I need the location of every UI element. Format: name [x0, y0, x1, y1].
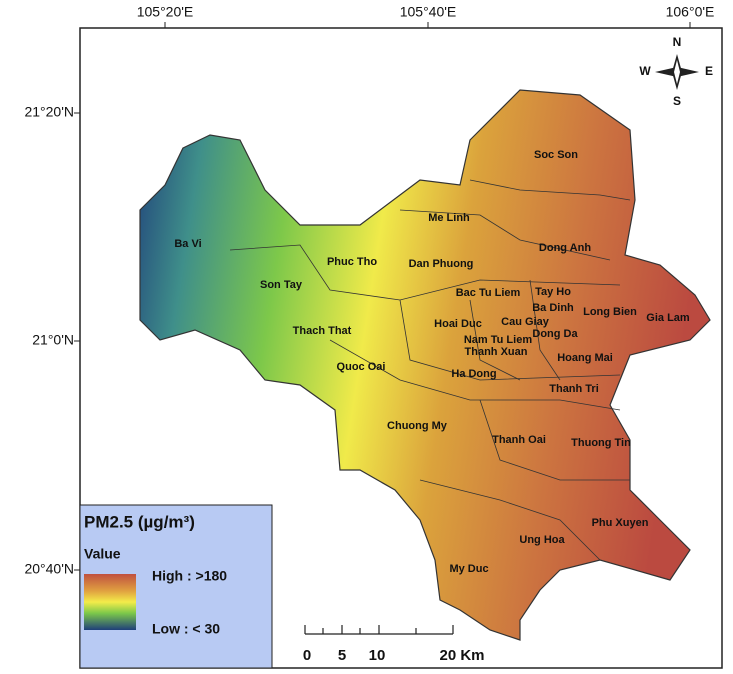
- compass-n: N: [673, 35, 682, 49]
- district-label: Thuong Tin: [571, 437, 631, 449]
- district-label: Me Linh: [428, 212, 470, 224]
- scale-labels: 0 5 10 20 Km: [303, 647, 485, 664]
- district-label: Hoai Duc: [434, 318, 482, 330]
- scale-label: 10: [369, 647, 386, 664]
- scale-bar: [304, 625, 454, 635]
- compass-s: S: [673, 94, 681, 108]
- district-label: Tay Ho: [535, 286, 571, 298]
- district-label: Thach That: [293, 325, 352, 337]
- legend-subtitle: Value: [84, 546, 121, 562]
- lon-label: 106°0'E: [666, 4, 715, 20]
- district-label: Dan Phuong: [409, 258, 474, 270]
- district-label: Phu Xuyen: [592, 517, 649, 529]
- district-label: Thanh Xuan: [465, 346, 528, 358]
- scale-label: 0: [303, 647, 311, 664]
- legend-ramp: [84, 574, 136, 630]
- district-label: Nam Tu Liem: [464, 334, 532, 346]
- district-label: Cau Giay: [501, 316, 550, 328]
- district-label: Soc Son: [534, 149, 578, 161]
- district-label: Bac Tu Liem: [456, 287, 521, 299]
- district-label: Thanh Tri: [549, 383, 599, 395]
- district-label: Hoang Mai: [557, 352, 613, 364]
- district-label: Gia Lam: [646, 312, 690, 324]
- district-label: Chuong My: [387, 420, 448, 432]
- legend-low: Low : < 30: [152, 621, 220, 637]
- district-label: Dong Da: [532, 328, 578, 340]
- district-label: My Duc: [449, 563, 488, 575]
- scale-label: 5: [338, 647, 346, 664]
- longitude-labels: 105°20'E 105°40'E 106°0'E: [137, 4, 715, 28]
- district-label: Quoc Oai: [337, 361, 386, 373]
- latitude-labels: 21°20'N 21°0'N 20°40'N: [24, 104, 80, 577]
- district-label: Ha Dong: [451, 368, 496, 380]
- legend: PM2.5 (µg/m³) Value High : >180 Low : < …: [79, 504, 273, 669]
- district-label: Ung Hoa: [519, 534, 565, 546]
- region: [139, 89, 711, 641]
- legend-title: PM2.5 (µg/m³): [84, 512, 195, 531]
- district-labels: Soc Son Me Linh Dong Anh Ba Vi Phuc Tho Dan P…: [174, 149, 690, 575]
- district-label: Dong Anh: [539, 242, 591, 254]
- district-label: Long Bien: [583, 306, 637, 318]
- lat-label: 21°20'N: [24, 104, 74, 120]
- compass: N S E W: [639, 35, 713, 108]
- lon-label: 105°40'E: [400, 4, 457, 20]
- compass-w: W: [639, 64, 651, 78]
- district-borders: [229, 179, 631, 561]
- lon-label: 105°20'E: [137, 4, 194, 20]
- lat-label: 21°0'N: [32, 332, 74, 348]
- scale-label: 20 Km: [439, 647, 484, 664]
- compass-e: E: [705, 64, 713, 78]
- lat-label: 20°40'N: [24, 561, 74, 577]
- district-label: Ba Vi: [174, 238, 201, 250]
- district-label: Ba Dinh: [532, 302, 574, 314]
- district-label: Thanh Oai: [492, 434, 546, 446]
- district-label: Son Tay: [260, 279, 303, 291]
- district-label: Phuc Tho: [327, 256, 377, 268]
- legend-high: High : >180: [152, 568, 227, 584]
